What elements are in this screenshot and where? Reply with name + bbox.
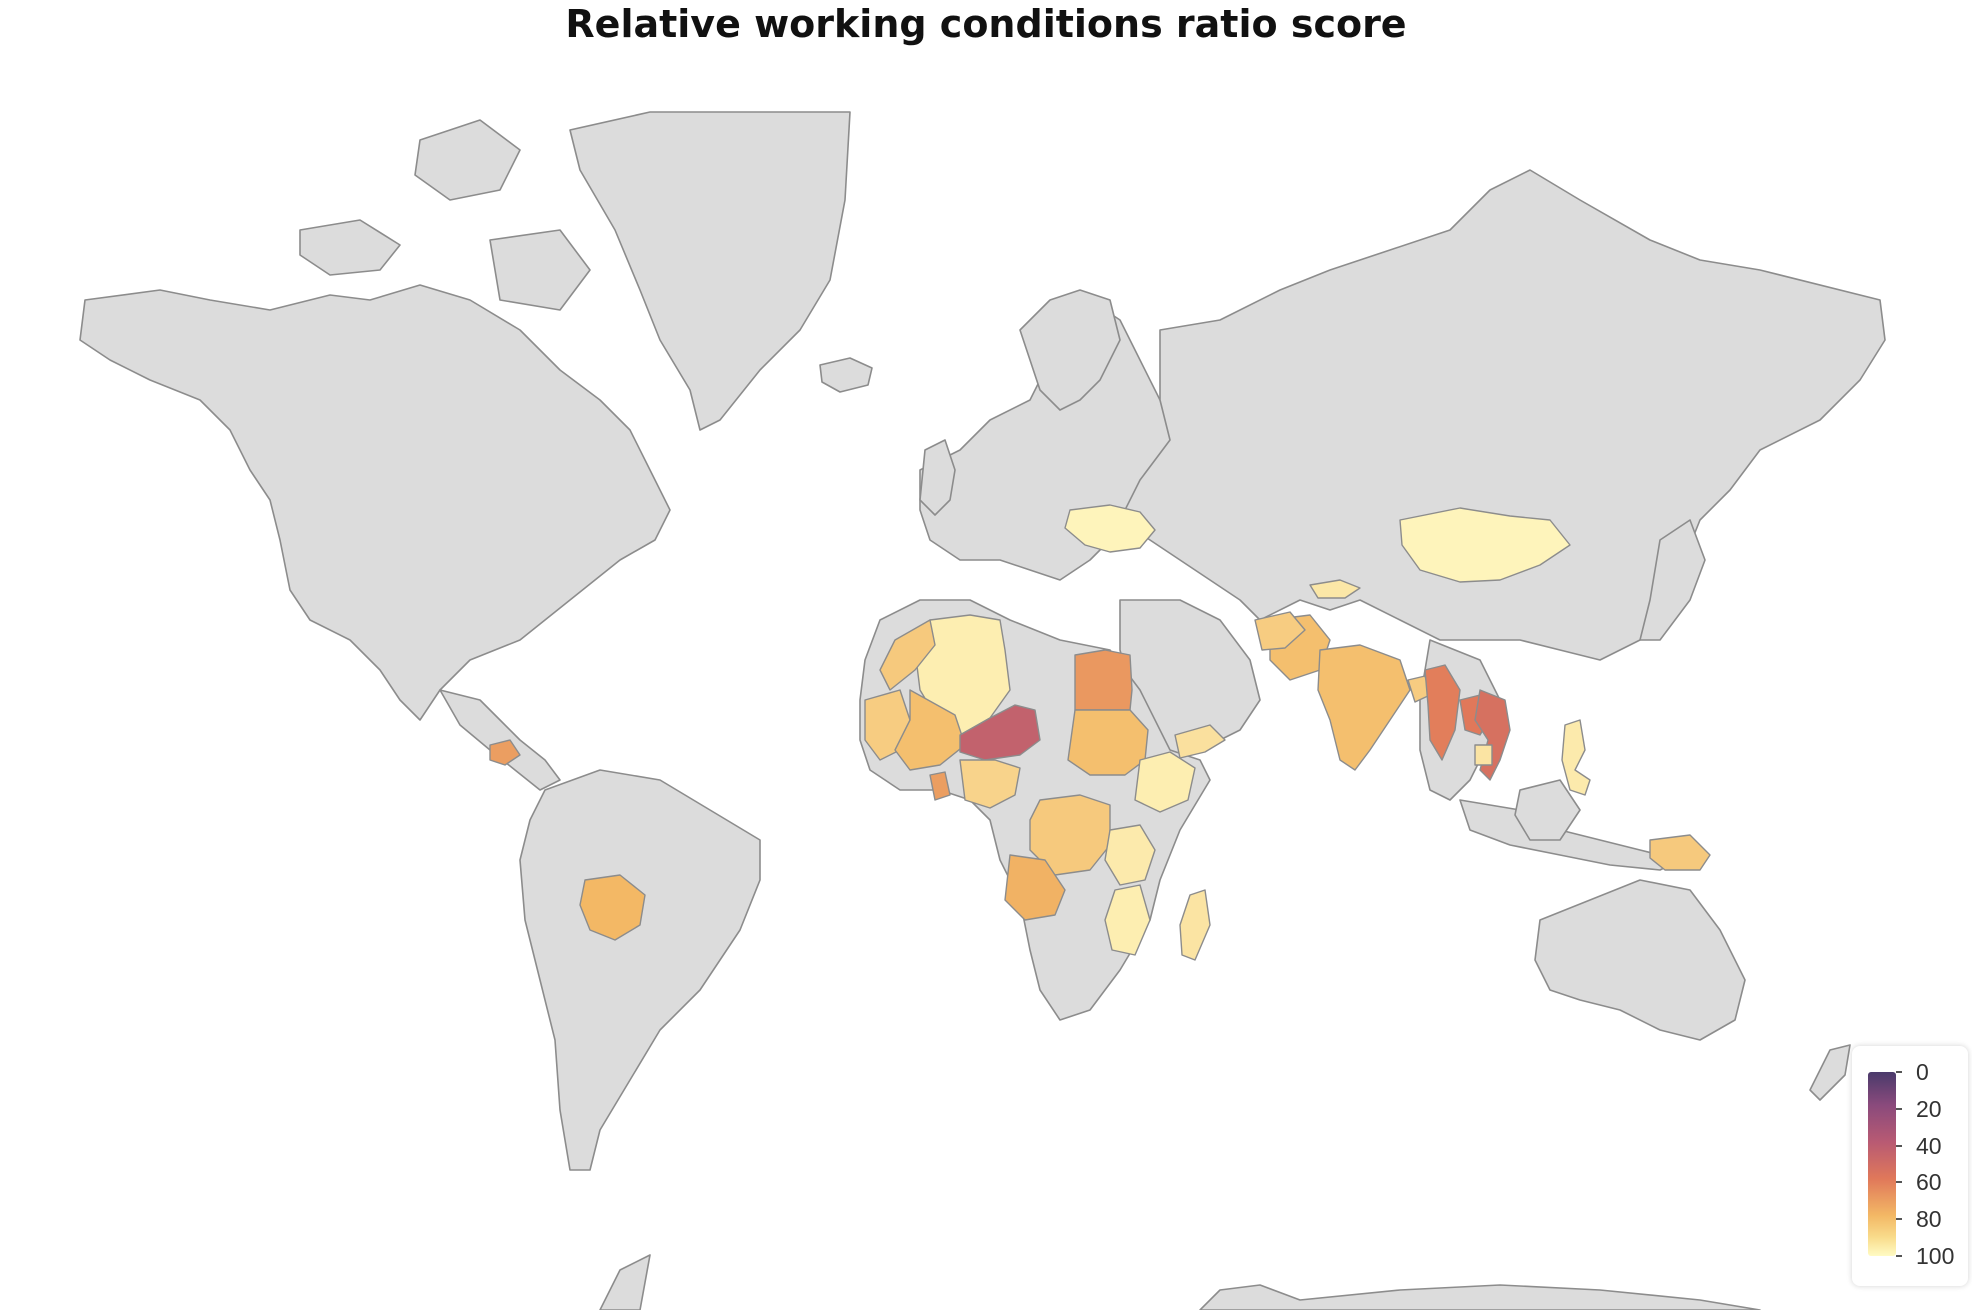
legend-tick-label: 20 [1916,1095,1942,1122]
color-scale-legend: 0 20 40 60 80 100 [1852,1046,1968,1286]
country-honduras[interactable] [489,739,521,766]
country-yemen[interactable] [1174,724,1226,759]
country-niger[interactable] [959,704,1041,761]
country-mali[interactable] [894,689,966,771]
legend-tick-mark [1896,1071,1902,1073]
country-dr-congo[interactable] [1029,794,1111,876]
legend-tick-mark [1896,1218,1902,1221]
land-uk [919,439,956,516]
country-philippines[interactable] [1561,719,1591,796]
country-papua-new-guinea[interactable] [1649,834,1711,871]
legend-tick-mark [1896,1181,1902,1184]
land-north-america [79,284,671,721]
land-central-america [439,689,561,791]
highlighted-countries [489,504,1711,961]
land-arctic-islands-3 [489,229,591,311]
country-nigeria[interactable] [959,759,1021,809]
land-arctic-islands [299,219,401,276]
country-ghana[interactable] [929,771,951,801]
country-egypt[interactable] [1074,649,1133,711]
colorbar [1868,1072,1896,1256]
legend-tick-mark [1896,1255,1902,1257]
legend-tick-label: 0 [1916,1059,1929,1085]
land-antarctica [599,1254,1761,1310]
land-south-america [519,769,761,1171]
legend-tick-label: 100 [1916,1243,1955,1269]
country-ukraine[interactable] [1064,504,1156,553]
country-afghanistan[interactable] [1254,611,1306,651]
land-new-zealand [1809,1044,1851,1101]
legend-tick-mark [1896,1144,1902,1147]
land-iceland [819,357,873,393]
country-ethiopia[interactable] [1134,751,1196,813]
country-india[interactable] [1317,644,1411,771]
land-greenland [569,111,851,431]
legend-tick-mark [1896,1107,1902,1110]
land-arctic-islands-2 [414,119,521,201]
country-mozambique[interactable] [1104,884,1151,956]
country-sudan[interactable] [1067,709,1149,776]
country-angola[interactable] [1004,854,1066,921]
country-morocco[interactable] [879,619,936,691]
land-asia [1119,169,1886,661]
legend-tick-label: 60 [1916,1169,1942,1196]
legend-tick-label: 80 [1916,1206,1942,1233]
map-title: Relative working conditions ratio score [565,2,1407,46]
land-japan [1639,519,1706,641]
country-mongolia[interactable] [1399,507,1571,583]
land-borneo [1514,779,1581,841]
country-bolivia[interactable] [579,874,646,941]
country-cambodia[interactable] [1474,744,1493,766]
land-scandinavia [1019,289,1121,411]
legend-tick-label: 40 [1916,1132,1942,1159]
country-tanzania[interactable] [1104,824,1156,886]
country-madagascar[interactable] [1179,889,1211,961]
land-australia [1534,879,1746,1041]
country-kyrgyzstan[interactable] [1309,579,1361,599]
country-myanmar[interactable] [1424,664,1461,761]
